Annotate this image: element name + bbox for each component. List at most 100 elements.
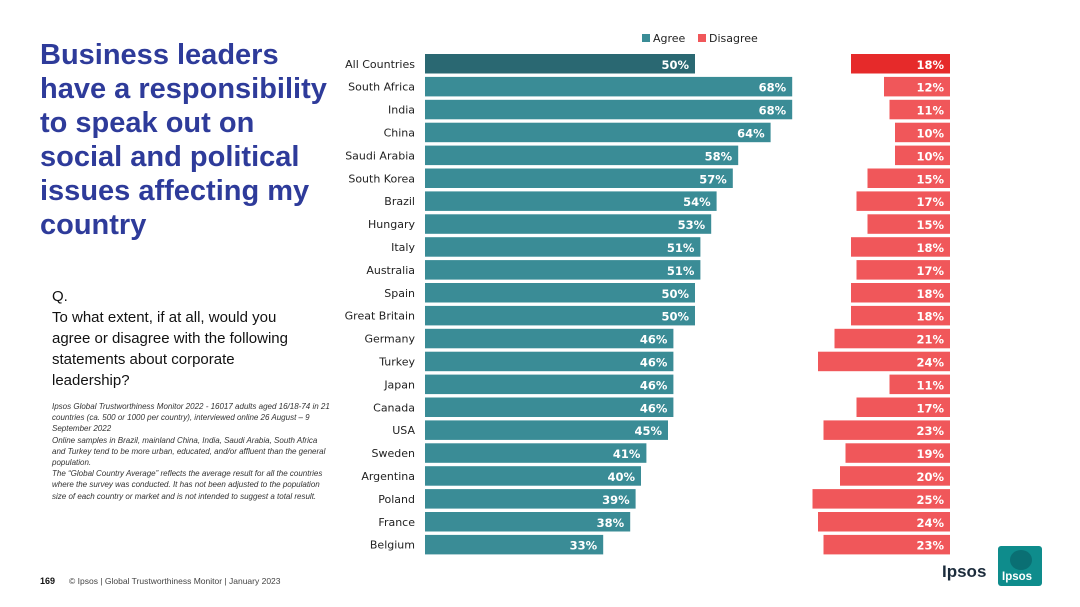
- disagree-bar: [889, 374, 950, 395]
- disagree-value-label: 18%: [916, 58, 944, 72]
- footer: 169 © Ipsos | Global Trustworthiness Mon…: [40, 576, 281, 586]
- disagree-bar: [895, 145, 950, 166]
- category-label: Spain: [384, 287, 415, 300]
- category-label: Canada: [373, 401, 415, 414]
- disagree-value-label: 15%: [916, 172, 944, 186]
- disagree-value-label: 23%: [916, 424, 944, 438]
- disagree-value-label: 11%: [916, 104, 944, 118]
- disagree-bar: [884, 76, 950, 97]
- agree-value-label: 50%: [661, 287, 689, 301]
- methodology-note: The “Global Country Average” reflects th…: [52, 469, 323, 501]
- agree-bar: [425, 489, 636, 509]
- disagree-value-label: 18%: [916, 241, 944, 255]
- disagree-bar: [818, 351, 950, 372]
- agree-bar: [425, 328, 674, 349]
- agree-value-label: 64%: [737, 126, 765, 140]
- legend-label-agree: Agree: [653, 32, 686, 45]
- ipsos-wordmark: Ipsos: [942, 562, 987, 581]
- legend-swatch-disagree: [698, 34, 706, 42]
- category-label: Australia: [366, 264, 415, 277]
- category-label: Turkey: [378, 355, 415, 368]
- question-text: To what extent, if at all, would you agr…: [52, 309, 288, 389]
- category-label: France: [378, 516, 415, 529]
- agree-bar: [425, 122, 771, 143]
- agree-value-label: 33%: [570, 539, 598, 553]
- disagree-bar: [834, 328, 950, 349]
- ipsos-logo-icon: Ipsos: [998, 546, 1042, 586]
- agree-value-label: 46%: [640, 401, 668, 415]
- agree-bar: [425, 214, 712, 234]
- category-label: Japan: [383, 378, 415, 391]
- disagree-value-label: 19%: [916, 447, 944, 461]
- methodology-note: Ipsos Global Trustworthiness Monitor 202…: [52, 402, 330, 434]
- disagree-bar: [851, 237, 950, 257]
- agree-bar: [425, 283, 695, 303]
- disagree-value-label: 10%: [916, 126, 944, 140]
- category-label: Germany: [364, 333, 415, 346]
- question-prefix: Q.: [52, 288, 68, 305]
- agree-value-label: 54%: [683, 195, 711, 209]
- agree-value-label: 39%: [602, 493, 630, 507]
- disagree-bar: [840, 466, 950, 486]
- agree-bar: [425, 420, 668, 440]
- disagree-bar: [845, 443, 950, 463]
- logo-badge-text: Ipsos: [1002, 571, 1033, 583]
- agree-value-label: 46%: [640, 355, 668, 369]
- disagree-bar: [856, 397, 950, 417]
- category-label: South Korea: [348, 172, 415, 185]
- agree-value-label: 50%: [661, 310, 689, 324]
- agree-bar: [425, 305, 695, 326]
- logo-arc: [1010, 550, 1032, 570]
- disagree-value-label: 10%: [916, 149, 944, 163]
- category-label: Saudi Arabia: [345, 149, 415, 162]
- disagree-value-label: 20%: [916, 470, 944, 484]
- category-label: Sweden: [372, 447, 415, 460]
- disagree-bar: [823, 534, 950, 555]
- disagree-bar: [823, 420, 950, 440]
- page-title: Business leaders have a responsibility t…: [40, 39, 327, 241]
- agree-bar: [425, 351, 674, 372]
- agree-bar: [425, 374, 674, 395]
- agree-value-label: 53%: [678, 218, 706, 232]
- agree-bar: [425, 466, 641, 486]
- disagree-bar: [812, 489, 950, 509]
- agree-bar: [425, 512, 631, 532]
- disagree-bar: [867, 214, 950, 234]
- category-label: Hungary: [368, 218, 415, 231]
- agree-value-label: 50%: [661, 58, 689, 72]
- page-number: 169: [40, 576, 56, 586]
- agree-value-label: 40%: [607, 470, 635, 484]
- disagree-bar: [851, 305, 950, 326]
- agree-value-label: 57%: [699, 172, 727, 186]
- category-label: Great Britain: [345, 310, 415, 323]
- disagree-value-label: 17%: [916, 401, 944, 415]
- category-label: Belgium: [370, 539, 415, 552]
- disagree-value-label: 25%: [916, 493, 944, 507]
- agree-value-label: 46%: [640, 378, 668, 392]
- agree-bar: [425, 99, 793, 120]
- agree-bar: [425, 191, 717, 211]
- agree-bar: [425, 237, 701, 257]
- agree-bar: [425, 534, 604, 555]
- footer-text: © Ipsos | Global Trustworthiness Monitor…: [69, 576, 281, 586]
- category-label: India: [388, 104, 415, 117]
- category-label: Brazil: [384, 195, 415, 208]
- agree-bar: [425, 168, 733, 188]
- disagree-bar: [889, 99, 950, 120]
- category-label: China: [384, 126, 415, 139]
- disagree-bar: [851, 283, 950, 303]
- disagree-bar: [856, 260, 950, 280]
- disagree-value-label: 17%: [916, 195, 944, 209]
- disagree-value-label: 18%: [916, 310, 944, 324]
- agree-bar: [425, 54, 695, 74]
- category-label: Italy: [391, 241, 415, 254]
- disagree-bar: [851, 54, 950, 74]
- survey-question: Q. To what extent, if at all, would you …: [52, 286, 292, 391]
- disagree-value-label: 24%: [916, 516, 944, 530]
- agree-bar: [425, 397, 674, 417]
- agree-value-label: 38%: [597, 516, 625, 530]
- agree-value-label: 51%: [667, 264, 695, 278]
- agree-bar: [425, 76, 793, 97]
- agree-bar: [425, 443, 647, 463]
